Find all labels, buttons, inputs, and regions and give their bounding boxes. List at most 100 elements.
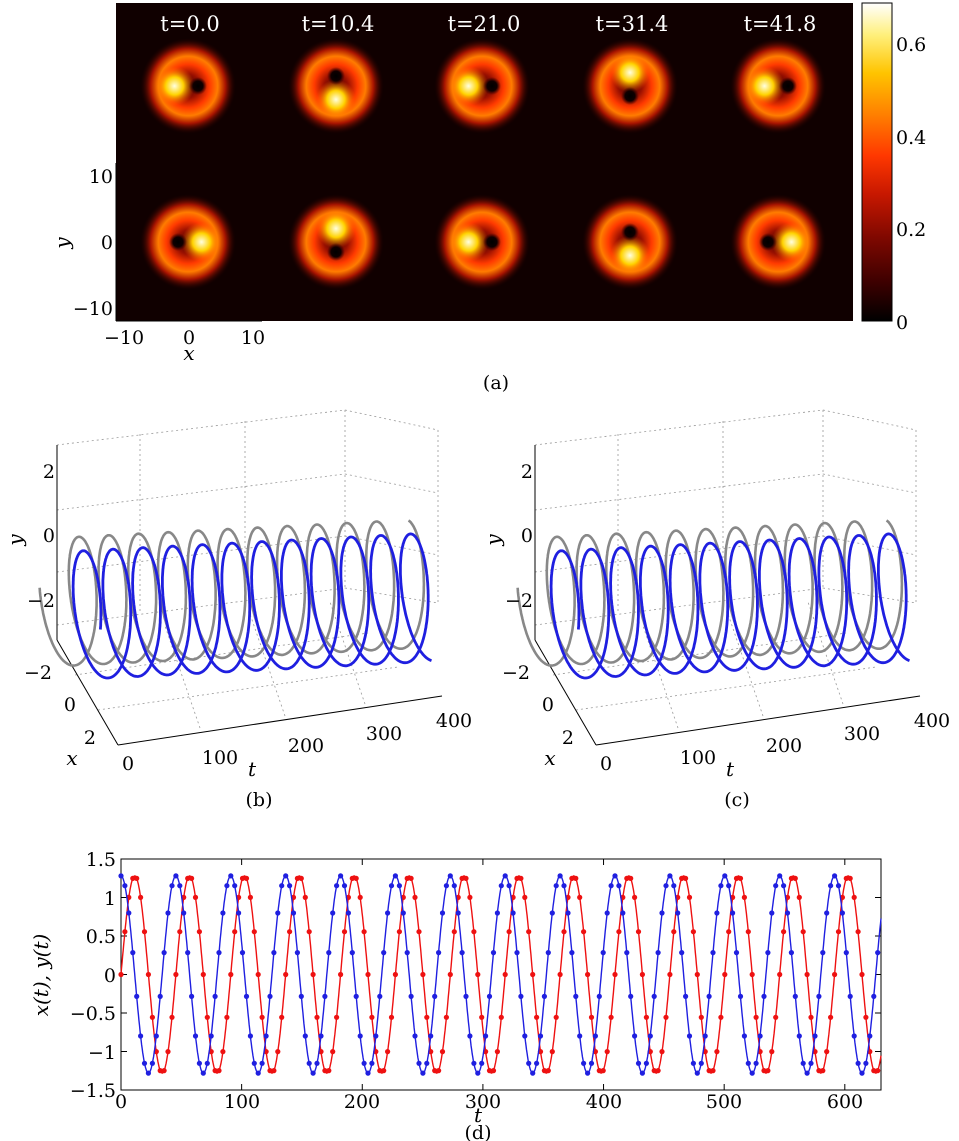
data-point	[138, 1033, 144, 1039]
data-point	[639, 1070, 646, 1076]
data-point	[800, 1060, 806, 1066]
data-point	[792, 993, 798, 1000]
data-point	[808, 1014, 814, 1020]
data-point	[694, 971, 700, 978]
data-point	[318, 1033, 324, 1039]
data-point	[549, 1049, 555, 1055]
data-point	[581, 1060, 587, 1066]
data-point	[298, 875, 304, 882]
time-label: t=21.0	[448, 12, 521, 36]
data-point	[553, 1014, 559, 1020]
data-point	[588, 1060, 595, 1066]
data-point	[804, 1070, 810, 1076]
data-point	[628, 993, 634, 1000]
data-point	[612, 971, 618, 978]
data-point	[514, 875, 520, 882]
density-peak	[448, 66, 489, 106]
vortex-core	[483, 77, 501, 95]
data-point	[828, 1014, 834, 1020]
data-point	[545, 950, 551, 956]
series-line	[120, 875, 882, 1074]
x-depth-axis-label: x	[544, 746, 555, 770]
panel-a-heatmap: t=0.0 t=10.4 t=21.0 t=31.4 t=41.8 −10 0 …	[50, 2, 926, 394]
data-point	[749, 971, 755, 978]
x-depth-tick-label: 2	[84, 727, 96, 749]
grid-line	[642, 625, 679, 729]
snapshot-time-labels: t=0.0 t=10.4 t=21.0 t=31.4 t=41.8	[160, 12, 816, 36]
data-point	[153, 1033, 159, 1039]
data-point	[220, 910, 226, 916]
data-point	[781, 929, 787, 935]
data-point	[577, 1033, 583, 1039]
data-point	[859, 1070, 865, 1076]
data-point	[581, 929, 587, 935]
data-point	[863, 1014, 869, 1020]
data-point	[302, 894, 308, 901]
data-point	[816, 1068, 822, 1074]
data-point	[204, 1014, 210, 1020]
data-point	[585, 1070, 591, 1076]
data-point	[530, 1070, 536, 1076]
grid-line	[97, 666, 399, 711]
data-point	[710, 950, 716, 956]
data-point	[169, 1014, 175, 1020]
density-peak	[316, 79, 356, 120]
data-point	[373, 1033, 379, 1039]
data-point	[408, 993, 414, 1000]
data-point	[381, 950, 387, 956]
data-point	[181, 910, 187, 916]
data-point	[161, 950, 167, 956]
data-point	[545, 1068, 551, 1074]
t-tick-label: 300	[844, 723, 880, 745]
data-point	[216, 1068, 222, 1074]
data-point	[275, 1049, 281, 1055]
data-point	[753, 1060, 759, 1066]
data-point	[247, 894, 253, 901]
y-tick-label: 0	[104, 965, 116, 987]
data-point	[279, 1014, 285, 1020]
y-tick-label: 2	[521, 461, 533, 483]
data-point	[416, 1060, 422, 1066]
data-point	[534, 1014, 540, 1020]
grid-line	[534, 473, 824, 511]
data-point	[820, 1068, 826, 1074]
trajectory-blue	[71, 532, 432, 680]
data-point	[702, 1033, 708, 1039]
data-point	[733, 875, 740, 882]
data-point	[514, 950, 520, 956]
density-peak	[610, 52, 650, 93]
data-point	[220, 1049, 226, 1055]
data-point	[526, 1060, 532, 1066]
data-point	[294, 950, 300, 956]
grid-line	[822, 587, 917, 604]
y-tick-label: 0	[43, 525, 55, 547]
data-point	[471, 1060, 477, 1066]
data-point	[494, 1049, 500, 1055]
data-point	[404, 875, 410, 882]
data-point	[381, 1068, 387, 1074]
data-point	[569, 950, 575, 956]
data-point	[530, 971, 536, 978]
time-label: t=0.0	[160, 12, 219, 36]
data-point	[518, 993, 524, 1000]
data-point	[330, 910, 336, 916]
x-depth-tick-label: 2	[562, 727, 574, 749]
data-point	[643, 1060, 650, 1066]
data-point	[722, 873, 728, 879]
data-point	[267, 1068, 273, 1074]
data-point	[714, 910, 720, 916]
x-tick-label: 400	[586, 1091, 622, 1113]
data-point	[730, 910, 736, 916]
data-point	[765, 1068, 771, 1074]
panel-caption-b: (b)	[246, 789, 273, 811]
data-point	[243, 875, 250, 882]
trajectory-curves	[516, 519, 910, 680]
vortex-core	[621, 223, 639, 241]
data-point	[271, 1068, 277, 1074]
data-point	[467, 1033, 473, 1039]
data-point	[196, 929, 202, 935]
data-point	[573, 993, 579, 1000]
data-point	[330, 1049, 336, 1055]
data-point	[769, 910, 775, 916]
data-point	[745, 929, 751, 935]
